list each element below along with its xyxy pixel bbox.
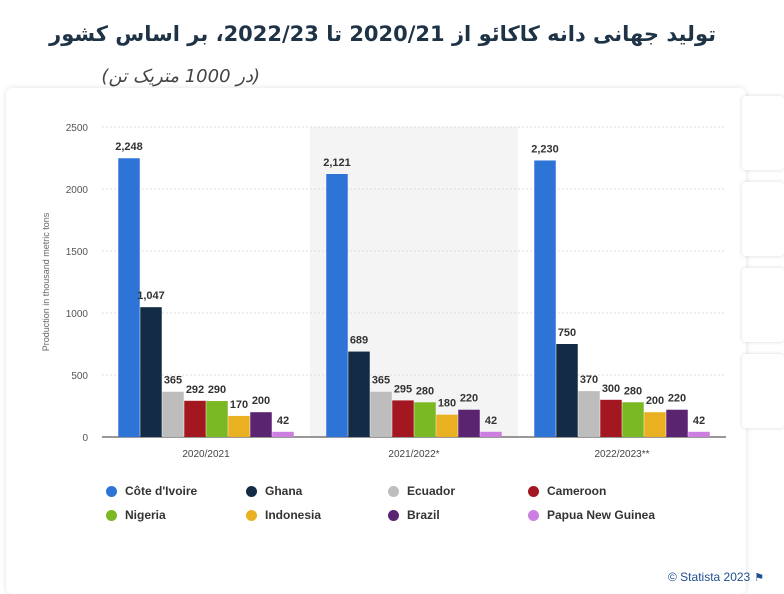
side-toolbar: [742, 96, 784, 428]
y-axis-label: Production in thousand metric tons: [41, 212, 51, 351]
data-label: 170: [230, 399, 248, 411]
legend-item[interactable]: Nigeria: [106, 508, 166, 522]
data-label: 42: [485, 415, 497, 427]
bar: [644, 412, 666, 437]
data-label: 42: [693, 415, 705, 427]
toolbar-button[interactable]: [742, 354, 784, 428]
credit-text: © Statista 2023: [668, 570, 751, 584]
legend-swatch: [246, 485, 257, 497]
legend-swatch: [528, 485, 539, 497]
chart-legend: Côte d'Ivoire Ghana Ecuador Cameroon Nigeria…: [106, 484, 746, 534]
data-label: 365: [164, 375, 182, 387]
bar: [250, 412, 272, 437]
legend-label: Cameroon: [547, 484, 607, 498]
legend-item[interactable]: Cameroon: [528, 484, 606, 498]
bar: [162, 391, 184, 437]
legend-item[interactable]: Côte d'Ivoire: [106, 484, 197, 498]
data-label: 200: [252, 395, 270, 407]
data-label: 300: [602, 383, 620, 395]
data-label: 2,230: [531, 143, 559, 155]
bar: [392, 400, 414, 437]
legend-item[interactable]: Indonesia: [246, 508, 321, 522]
data-label: 750: [558, 327, 576, 339]
chart-subtitle: (در 1000 متریک تن): [101, 66, 260, 87]
data-label: 180: [438, 398, 456, 410]
legend-label: Côte d'Ivoire: [125, 484, 198, 498]
y-tick-label: 1000: [66, 309, 89, 320]
x-tick-label: 2021/2022*: [388, 449, 439, 460]
bar: [118, 158, 140, 438]
legend-label: Brazil: [407, 508, 440, 522]
data-label: 365: [372, 375, 390, 387]
legend-label: Ecuador: [407, 484, 456, 498]
legend-label: Indonesia: [265, 508, 322, 522]
data-label: 280: [624, 385, 642, 397]
legend-label: Papua New Guinea: [547, 508, 656, 522]
data-label: 295: [394, 383, 412, 395]
legend-label: Ghana: [265, 484, 303, 498]
bar: [184, 400, 206, 437]
bar: [600, 399, 622, 437]
toolbar-button[interactable]: [742, 268, 784, 342]
bar: [480, 431, 502, 437]
y-tick-label: 500: [71, 371, 88, 382]
bar: [228, 415, 250, 437]
bar: [326, 173, 348, 437]
data-label: 370: [580, 374, 598, 386]
flag-icon: ⚑: [754, 572, 765, 584]
data-label: 200: [646, 395, 664, 407]
data-label: 1,047: [137, 290, 165, 302]
legend-item[interactable]: Ghana: [246, 484, 302, 498]
toolbar-button[interactable]: [742, 182, 784, 256]
bar: [436, 414, 458, 437]
y-tick-label: 1500: [66, 247, 89, 258]
toolbar-button[interactable]: [742, 96, 784, 170]
bar: [370, 391, 392, 437]
data-label: 290: [208, 384, 226, 396]
x-tick-label: 2020/2021: [182, 449, 230, 460]
legend-item[interactable]: Ecuador: [388, 484, 455, 498]
legend-swatch: [388, 509, 399, 521]
y-tick-label: 0: [82, 433, 88, 444]
bar: [348, 351, 370, 437]
legend-item[interactable]: Brazil: [388, 508, 440, 522]
data-label: 42: [277, 415, 289, 427]
bar: [622, 402, 644, 437]
legend-item[interactable]: Papua New Guinea: [528, 508, 655, 522]
data-label: 2,121: [323, 157, 351, 169]
legend-swatch: [106, 509, 117, 521]
data-label: 689: [350, 335, 368, 347]
bar: [578, 391, 600, 437]
bar: [556, 344, 578, 437]
legend-label: Nigeria: [125, 508, 166, 522]
bar: [414, 402, 436, 437]
bar: [140, 307, 162, 437]
x-tick-label: 2022/2023**: [594, 449, 649, 460]
bar: [534, 160, 556, 438]
chart-title: تولید جهانی دانه کاکائو از 2020/21 تا 20…: [49, 22, 716, 46]
legend-swatch: [388, 485, 399, 497]
legend-swatch: [528, 509, 539, 521]
bar: [272, 431, 294, 437]
data-label: 220: [460, 393, 478, 405]
y-tick-label: 2000: [66, 185, 89, 196]
data-label: 2,248: [115, 141, 143, 153]
data-label: 220: [668, 393, 686, 405]
statista-credit[interactable]: © Statista 2023 ⚑: [668, 570, 764, 584]
bar: [666, 409, 688, 437]
legend-swatch: [246, 509, 257, 521]
legend-swatch: [106, 485, 117, 497]
bar: [688, 431, 710, 437]
data-label: 292: [186, 384, 204, 396]
y-tick-label: 2500: [66, 123, 89, 134]
bar: [458, 409, 480, 437]
data-label: 280: [416, 385, 434, 397]
bar: [206, 401, 228, 437]
